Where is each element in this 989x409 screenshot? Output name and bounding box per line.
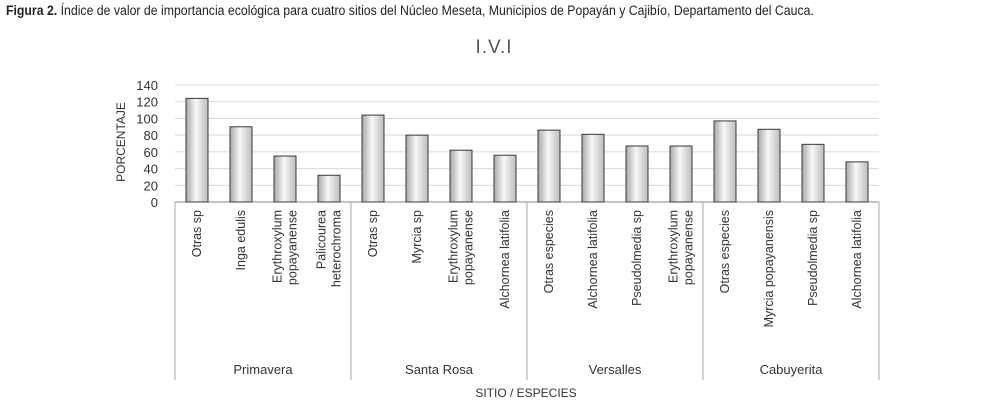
y-axis-label: PORCENTAJE xyxy=(114,102,128,182)
category-label: Pseudolmedia sp xyxy=(806,210,820,306)
category-label: Palicourea xyxy=(315,210,329,269)
y-tick-label: 40 xyxy=(144,162,158,177)
category-label: Alchornea latifolia xyxy=(586,210,600,309)
group-label: Primavera xyxy=(233,362,293,377)
y-tick-label: 80 xyxy=(144,128,158,143)
group-label: Santa Rosa xyxy=(405,362,474,377)
figure-caption-text: Índice de valor de importancia ecológica… xyxy=(57,3,814,18)
bar xyxy=(229,126,253,203)
bars xyxy=(185,97,869,203)
bar xyxy=(185,97,209,203)
group-labels: Primavera Santa Rosa Versalles Cabuyerita xyxy=(233,362,823,377)
y-tick-label: 140 xyxy=(136,78,158,93)
bar xyxy=(273,155,297,203)
category-label: popayanense xyxy=(682,210,696,285)
bar xyxy=(845,161,869,203)
category-label: Myrcia sp xyxy=(410,210,424,264)
bar xyxy=(405,134,429,203)
category-label: Erythroxylum xyxy=(667,210,681,283)
category-label: Pseudolmedia sp xyxy=(630,210,644,306)
category-label: Alchornea latifolia xyxy=(498,210,512,309)
y-tick-label: 100 xyxy=(136,111,158,126)
group-label: Cabuyerita xyxy=(760,362,824,377)
category-label: popayanense xyxy=(286,210,300,285)
y-tick-label: 0 xyxy=(151,195,158,210)
category-label: Erythroxylum xyxy=(447,210,461,283)
bar xyxy=(537,129,561,203)
x-axis-label: SITIO / ESPECIES xyxy=(475,386,576,400)
figure-label: Figura 2. xyxy=(6,3,58,18)
category-label: popayanense xyxy=(462,210,476,285)
category-label: Myrcia popayanensis xyxy=(762,210,776,327)
group-label: Versalles xyxy=(589,362,642,377)
y-tick-label: 120 xyxy=(136,95,158,110)
bar xyxy=(625,145,649,203)
bar xyxy=(317,174,341,203)
category-label: Erythroxylum xyxy=(271,210,285,283)
bar xyxy=(581,133,605,203)
bar xyxy=(449,149,473,203)
y-tick-label: 60 xyxy=(144,145,158,160)
bar xyxy=(713,120,737,203)
figure-caption: Figura 2. Índice de valor de importancia… xyxy=(6,3,898,18)
category-labels: Otras sp Inga edulis Erythroxylum popayanen… xyxy=(190,210,864,327)
category-label: Otras sp xyxy=(366,210,380,257)
y-tick-label: 20 xyxy=(144,178,158,193)
category-label: Otras especies xyxy=(542,210,556,293)
category-label: heterochroma xyxy=(330,210,344,287)
bar xyxy=(757,128,781,203)
category-label: Otras sp xyxy=(190,210,204,257)
bar xyxy=(669,145,693,203)
bar xyxy=(493,154,517,203)
bar xyxy=(361,114,385,203)
category-label: Alchornea latifolia xyxy=(850,210,864,309)
category-label: Inga edulis xyxy=(234,210,248,270)
chart-title: I.V.I xyxy=(475,37,512,58)
bar xyxy=(801,143,825,203)
category-label: Otras especies xyxy=(718,210,732,293)
